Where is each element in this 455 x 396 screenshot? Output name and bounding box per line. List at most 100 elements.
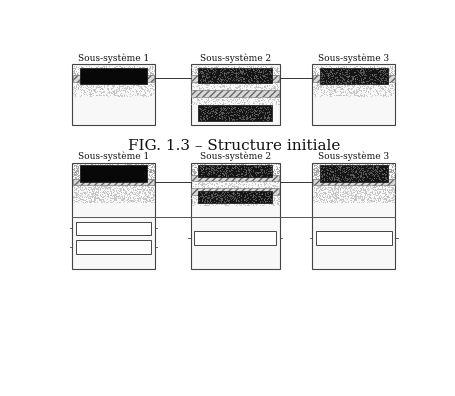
Point — [149, 166, 157, 173]
Point — [261, 70, 268, 77]
Point — [210, 83, 217, 89]
Point — [97, 169, 104, 175]
Point — [76, 192, 83, 198]
Point — [346, 197, 353, 203]
Point — [87, 171, 95, 178]
Point — [143, 194, 150, 200]
Point — [338, 165, 345, 171]
Point — [202, 198, 209, 204]
Point — [374, 198, 381, 205]
Point — [352, 166, 359, 172]
Point — [352, 167, 359, 173]
Point — [240, 69, 248, 76]
Point — [320, 175, 328, 181]
Point — [331, 80, 338, 86]
Point — [106, 92, 113, 98]
Point — [216, 108, 223, 114]
Point — [138, 86, 145, 92]
Point — [118, 63, 126, 70]
Point — [93, 163, 101, 169]
Point — [134, 161, 141, 167]
Point — [217, 81, 224, 87]
Point — [374, 162, 382, 169]
Point — [121, 169, 129, 175]
Point — [123, 66, 130, 72]
Point — [204, 167, 211, 173]
Point — [204, 202, 211, 208]
Point — [199, 70, 206, 77]
Point — [222, 109, 230, 115]
Point — [114, 175, 121, 181]
Point — [373, 162, 380, 168]
Point — [143, 67, 150, 73]
Point — [324, 70, 331, 76]
Point — [197, 165, 205, 171]
Point — [191, 199, 198, 206]
Point — [249, 169, 257, 175]
Point — [238, 170, 245, 176]
Point — [357, 185, 364, 192]
Point — [150, 80, 157, 87]
Point — [265, 170, 272, 176]
Point — [359, 168, 366, 175]
Point — [243, 192, 250, 198]
Point — [375, 72, 382, 78]
Point — [221, 198, 228, 205]
Point — [106, 185, 114, 191]
Point — [194, 179, 202, 186]
Point — [275, 196, 282, 202]
Point — [338, 74, 345, 80]
Point — [90, 185, 97, 191]
Point — [230, 64, 237, 70]
Point — [195, 164, 202, 170]
Point — [223, 164, 231, 170]
Point — [104, 85, 111, 91]
Point — [384, 70, 391, 76]
Point — [119, 85, 126, 91]
Point — [251, 163, 258, 169]
Point — [113, 167, 120, 173]
Point — [104, 81, 111, 88]
Point — [352, 167, 359, 173]
Point — [318, 164, 326, 170]
Point — [337, 162, 344, 169]
Point — [325, 86, 332, 92]
Point — [248, 192, 256, 199]
Point — [317, 83, 324, 89]
Point — [329, 70, 337, 76]
Point — [241, 103, 248, 110]
Point — [192, 162, 199, 169]
Point — [263, 114, 270, 121]
Point — [74, 175, 81, 181]
Point — [379, 75, 386, 82]
Point — [242, 114, 249, 120]
Point — [252, 164, 259, 170]
Point — [240, 103, 248, 110]
Point — [357, 64, 364, 70]
Point — [268, 185, 275, 191]
Point — [84, 171, 91, 178]
Point — [327, 198, 334, 204]
Point — [319, 165, 327, 171]
Point — [231, 97, 238, 103]
Point — [192, 196, 199, 202]
Point — [333, 79, 340, 86]
Point — [245, 105, 253, 112]
Point — [90, 163, 97, 169]
Point — [258, 195, 265, 202]
Point — [128, 173, 136, 180]
Point — [122, 189, 129, 195]
Point — [382, 72, 389, 78]
Point — [272, 183, 279, 189]
Point — [316, 184, 323, 190]
Point — [83, 170, 91, 176]
Point — [196, 169, 203, 175]
Point — [261, 85, 268, 91]
Point — [131, 166, 138, 173]
Point — [207, 64, 215, 70]
Point — [78, 82, 86, 89]
Point — [210, 166, 217, 172]
Point — [385, 89, 392, 95]
Point — [309, 166, 316, 173]
Point — [356, 194, 363, 201]
